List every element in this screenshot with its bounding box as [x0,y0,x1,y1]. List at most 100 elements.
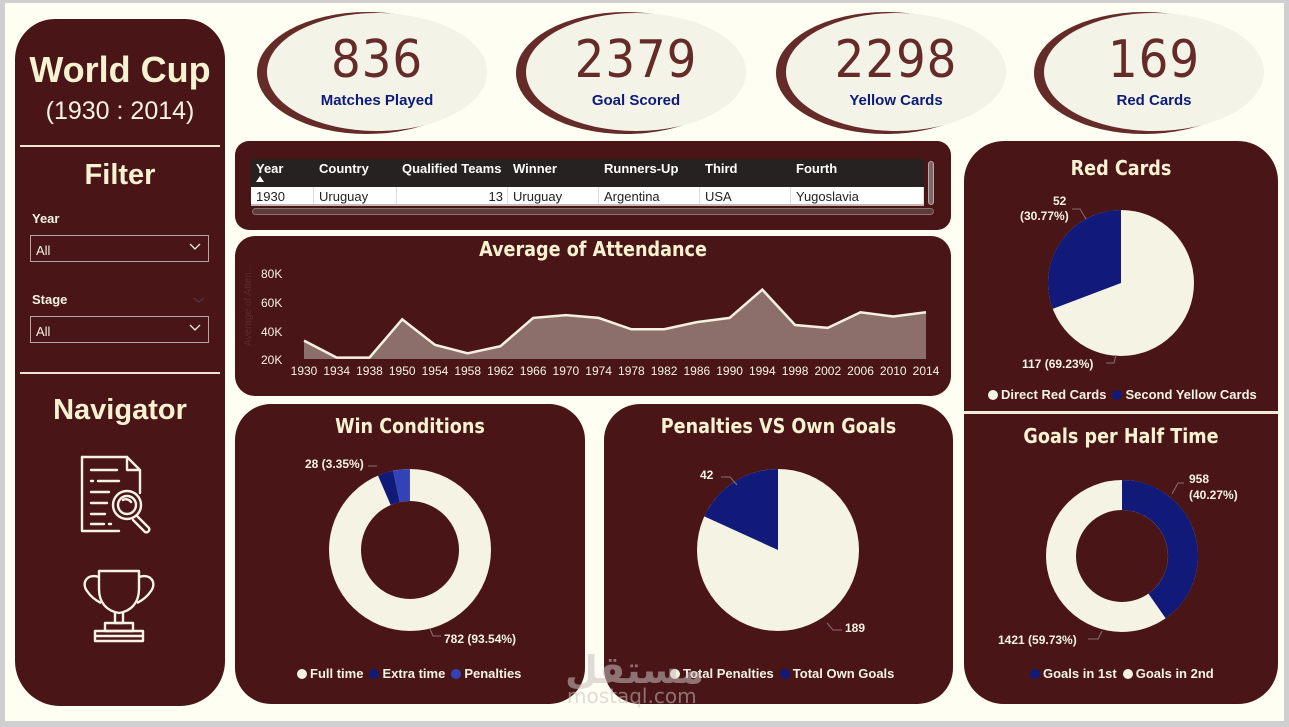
app-title: World Cup [29,49,211,90]
chart-legend: Total Penalties Total Own Goals [670,666,894,681]
svg-text:2010: 2010 [880,364,907,378]
attendance-area-chart[interactable]: Average of Atten... 80K 60K 40K 20K 1930… [235,236,951,396]
x-axis-ticks: 1930 1934 1938 1950 1954 1958 1962 1966 1970 1974… [291,364,940,378]
svg-text:2014: 2014 [913,364,940,378]
svg-text:1978: 1978 [618,364,645,378]
world-cup-table-panel: Year Country Qualified Teams Winner Runn… [235,141,951,230]
svg-text:1958: 1958 [454,364,481,378]
svg-text:1962: 1962 [487,364,514,378]
legend-item[interactable]: Penalties [451,666,521,681]
y-axis-ticks: 80K 60K 40K 20K [261,267,282,367]
kpi-label: Goal Scored [591,92,681,109]
legend-dot-icon [1112,389,1123,400]
vertical-scrollbar[interactable] [928,161,934,205]
legend-item[interactable]: Extra time [369,666,445,681]
legend-dot-icon [1122,668,1133,679]
legend-item[interactable]: Goals in 2nd [1122,666,1214,681]
legend-item[interactable]: Total Penalties [670,666,774,681]
trophy-icon[interactable] [79,567,159,647]
area-line [303,287,927,359]
legend-dot-icon [297,668,307,679]
table-header: Year Country Qualified Teams Winner Runn… [251,159,924,187]
y-axis-title: Average of Atten... [243,264,254,346]
column-header-year[interactable]: Year [251,159,314,187]
data-label: 117 (69.23%) [1022,357,1094,371]
slice-total-own-goals [704,469,778,550]
year-filter-label: Year [32,211,60,226]
goals-per-half-chart-panel: Goals per Half Time 958 (40.27%) 1421 (5… [964,414,1278,704]
red-cards-chart-panel: Red Cards 52 (30.77%) 117 (69.23%) Direc… [964,141,1278,411]
kpi-value: 169 [1107,30,1201,90]
data-label: 189 [845,621,866,635]
column-header-country[interactable]: Country [319,161,369,176]
table-row[interactable]: 1930 Uruguay 13 Uruguay Argentina USA Yu… [251,187,924,206]
column-header-runners-up[interactable]: Runners-Up [604,161,679,176]
cell-runners-up: Argentina [599,187,700,204]
divider [964,411,1278,414]
legend-item[interactable]: Second Yellow Cards [1112,387,1257,402]
penalties-vs-own-goals-pie-chart[interactable] [604,404,953,704]
app-subtitle: (1930 : 2014) [45,97,195,125]
svg-text:1982: 1982 [651,364,678,378]
column-header-fourth[interactable]: Fourth [796,161,838,176]
data-label: 958 [1189,472,1210,486]
legend-item[interactable]: Direct Red Cards [988,387,1106,402]
chart-title: Penalties VS Own Goals [660,414,897,438]
legend-dot-icon [451,668,462,679]
chart-title: Red Cards [1070,156,1172,180]
svg-text:20K: 20K [261,353,282,367]
data-label: 42 [700,468,714,482]
stage-filter-dropdown[interactable]: All [30,316,209,343]
cell-qualified-teams: 13 [397,187,508,204]
column-header-third[interactable]: Third [705,161,738,176]
svg-text:1938: 1938 [356,364,383,378]
data-label: (40.27%) [1189,488,1238,502]
filter-heading: Filter [84,159,156,191]
svg-text:1954: 1954 [422,364,449,378]
world-cup-table: Year Country Qualified Teams Winner Runn… [251,159,924,206]
divider [20,372,220,374]
chevron-down-icon [193,297,205,303]
penalties-vs-own-goals-chart-panel: Penalties VS Own Goals 42 189 Total Pena… [604,404,953,704]
kpi-goal-scored: 2379 Goal Scored [516,12,746,134]
kpi-ellipse [526,13,746,131]
cell-third: USA [700,187,791,204]
chart-legend: Goals in 1st Goals in 2nd [1030,666,1214,681]
kpi-ellipse [786,13,1006,131]
legend-item[interactable]: Total Own Goals [779,666,894,681]
attendance-chart-panel: Average of Attendance Average of Atten..… [235,236,951,396]
slice-second-yellow-cards [1048,210,1121,309]
data-label: 52 [1053,194,1067,208]
win-conditions-chart-panel: Win Conditions 28 (3.35%) 782 (93.54%) F… [235,404,585,704]
slice-penalties [393,469,411,503]
slice-full-time [329,469,491,631]
kpi-label: Yellow Cards [849,92,943,109]
cell-fourth: Yugoslavia [791,187,924,204]
legend-dot-icon [779,668,790,679]
legend-item[interactable]: Goals in 1st [1030,666,1117,681]
legend-dot-icon [988,389,998,400]
svg-text:1950: 1950 [389,364,416,378]
goals-per-half-donut-chart[interactable] [964,414,1278,704]
year-filter-dropdown[interactable]: All [30,235,209,262]
column-header-qualified-teams[interactable]: Qualified Teams [402,161,502,176]
legend-item[interactable]: Full time [297,666,363,681]
svg-text:2002: 2002 [814,364,841,378]
data-label: 1421 (59.73%) [998,633,1077,647]
svg-text:1974: 1974 [585,364,612,378]
document-search-icon[interactable] [79,455,159,535]
chart-title: Average of Attendance [479,237,707,261]
year-filter-value: All [36,243,51,258]
horizontal-scrollbar[interactable] [252,208,934,215]
data-label: (30.77%) [1020,209,1069,223]
svg-text:1966: 1966 [520,364,547,378]
kpi-yellow-cards: 2298 Yellow Cards [776,12,1006,134]
red-cards-pie-chart[interactable] [964,141,1278,411]
win-conditions-donut-chart[interactable] [235,404,585,704]
column-header-winner[interactable]: Winner [513,161,557,176]
svg-text:1998: 1998 [782,364,809,378]
kpi-label: Red Cards [1116,92,1192,109]
legend-dot-icon [369,668,380,679]
svg-text:1970: 1970 [553,364,580,378]
svg-text:1994: 1994 [749,364,776,378]
